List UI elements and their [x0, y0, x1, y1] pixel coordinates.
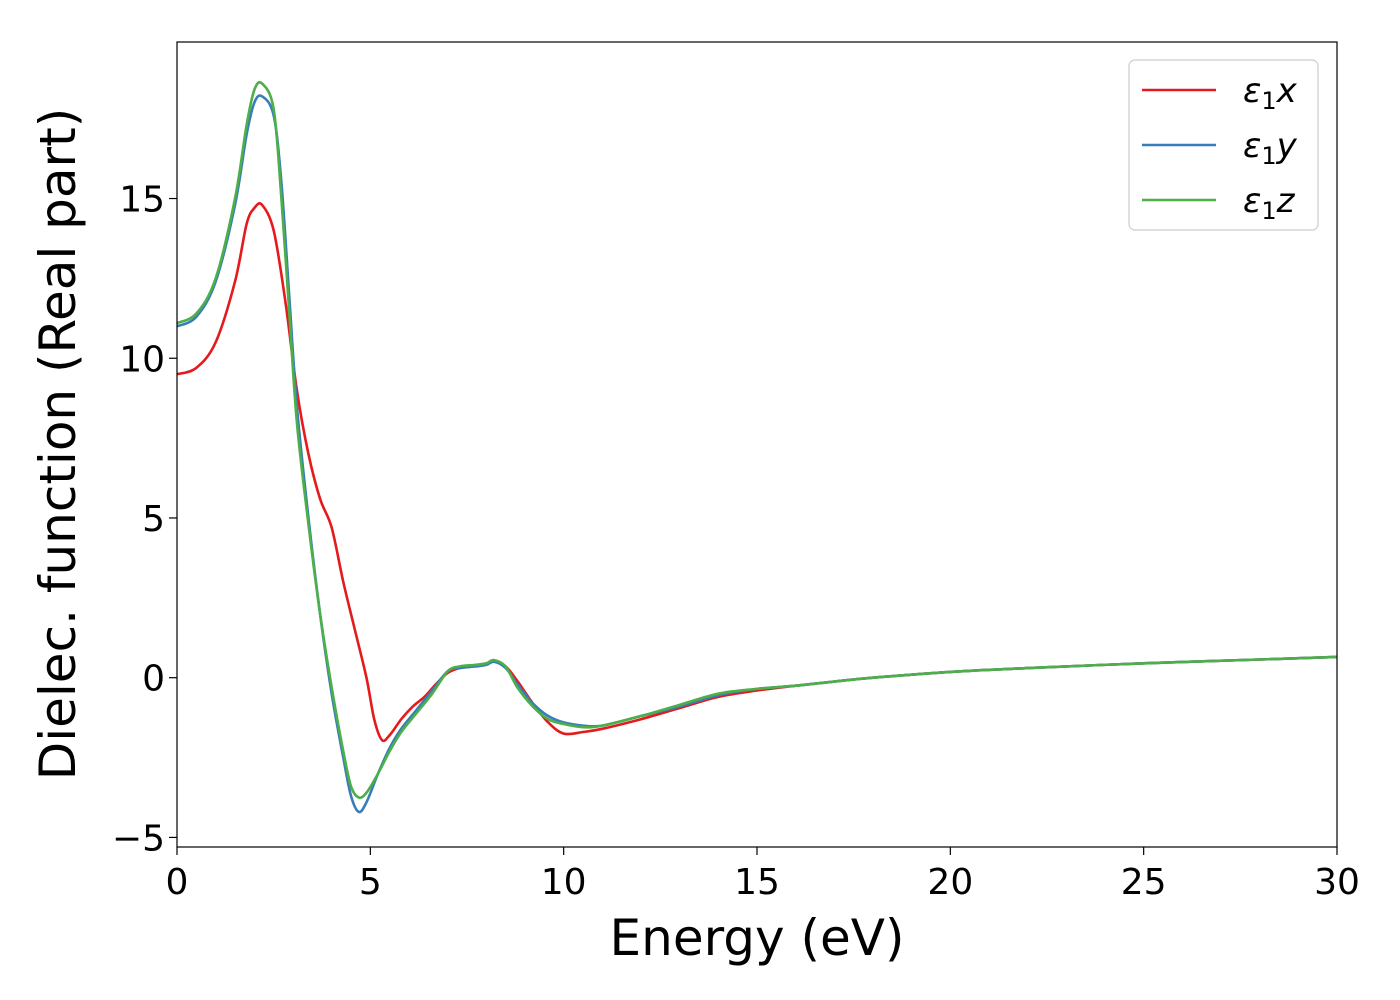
y-tick-label: −5 — [112, 818, 165, 859]
y-axis-label: Dielec. function (Real part) — [29, 108, 87, 780]
y-tick-label: 15 — [119, 180, 165, 221]
legend-label-y: ε1y — [1243, 126, 1298, 170]
x-axis: 0 5 10 15 20 25 30 — [166, 847, 1360, 903]
y-axis: −5 0 5 10 15 — [112, 180, 177, 859]
y-tick-label: 0 — [142, 659, 165, 700]
series-line-z — [177, 80, 1337, 800]
y-tick-label: 5 — [142, 499, 165, 540]
legend-label-x: ε1x — [1243, 71, 1298, 115]
x-tick-label: 30 — [1314, 862, 1360, 903]
x-tick-label: 0 — [166, 862, 189, 903]
x-axis-label: Energy (eV) — [610, 909, 905, 967]
series-layer — [177, 80, 1337, 814]
x-tick-label: 20 — [927, 862, 973, 903]
x-tick-label: 25 — [1121, 862, 1167, 903]
legend-box — [1128, 59, 1319, 231]
legend-label-z: ε1z — [1243, 181, 1296, 225]
x-tick-label: 10 — [541, 862, 587, 903]
legend: ε1x ε1y ε1z — [1128, 59, 1319, 231]
y-tick-label: 10 — [119, 339, 165, 380]
x-tick-label: 5 — [359, 862, 382, 903]
x-tick-label: 15 — [734, 862, 780, 903]
